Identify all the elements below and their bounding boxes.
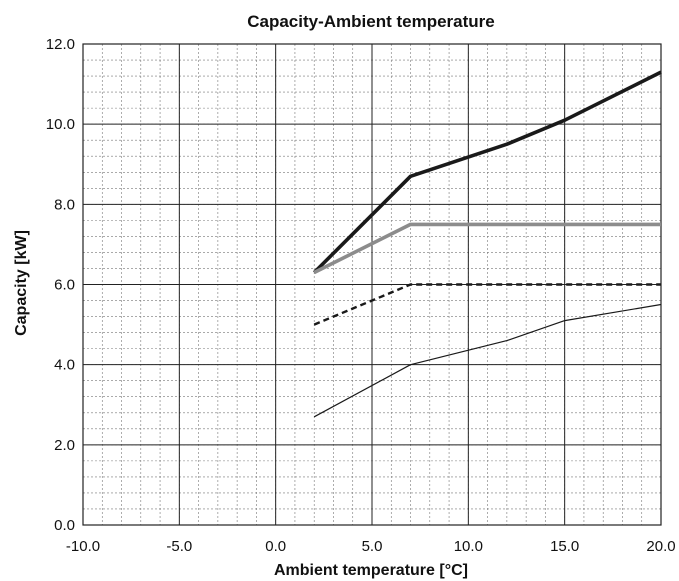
series-line-2-thick-gray [313,222,661,275]
series-line-4-thin-black [313,303,662,418]
x-tick-label: -10.0 [66,538,100,555]
x-axis-title: Ambient temperature [°C] [274,562,468,579]
y-axis-title: Capacity [kW] [13,230,30,336]
y-tick-label: 0.0 [54,517,75,534]
series-line-1-thick-black [312,70,662,274]
x-tick-labels: -10.0 -5.0 0.0 5.0 10.0 15.0 20.0 [66,538,676,555]
chart-title: Capacity-Ambient temperature [247,12,495,31]
y-tick-label: 6.0 [54,277,75,294]
series-layer [312,70,662,418]
series-line-3-dashed-black [313,283,661,326]
x-tick-label: 10.0 [454,538,483,555]
x-tick-label: 15.0 [550,538,579,555]
x-tick-label: 5.0 [362,538,383,555]
y-tick-label: 10.0 [46,116,75,133]
x-tick-label: 0.0 [265,538,286,555]
y-tick-label: 4.0 [54,357,75,374]
x-tick-label: 20.0 [646,538,675,555]
y-tick-label: 12.0 [46,36,75,53]
y-tick-label: 8.0 [54,196,75,213]
x-tick-label: -5.0 [166,538,192,555]
y-tick-labels: 0.0 2.0 4.0 6.0 8.0 10.0 12.0 [46,36,75,534]
y-tick-label: 2.0 [54,437,75,454]
